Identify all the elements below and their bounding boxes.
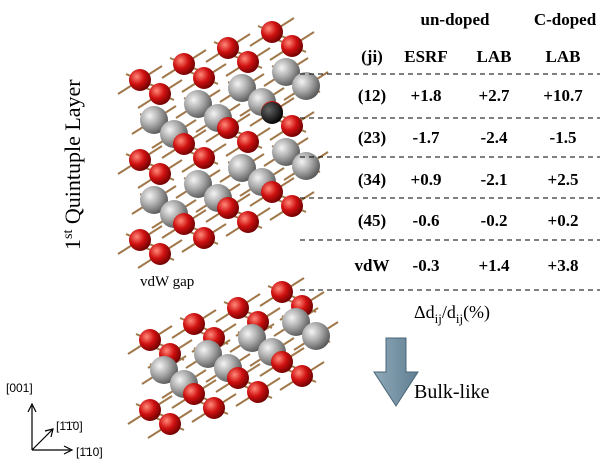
axis-label: [001] <box>6 381 33 395</box>
gap-label: vdW gap <box>140 274 194 290</box>
cell: +10.7 <box>543 86 583 105</box>
atom <box>149 163 171 185</box>
atom <box>149 83 171 105</box>
atom <box>237 131 259 153</box>
bulk-label: Bulk-like <box>414 381 490 403</box>
cell: -0.2 <box>481 211 508 230</box>
atom <box>217 117 239 139</box>
atom <box>271 351 293 373</box>
atom <box>281 115 303 137</box>
cell: +2.7 <box>479 86 510 105</box>
atom <box>237 51 259 73</box>
atom <box>292 152 320 180</box>
column-header: LAB <box>477 47 512 66</box>
atom <box>247 381 269 403</box>
atom <box>227 367 249 389</box>
atom <box>217 197 239 219</box>
cell: vdW <box>355 256 390 275</box>
cell: +1.8 <box>411 86 442 105</box>
column-header: LAB <box>546 47 581 66</box>
atom <box>159 413 181 435</box>
atom <box>291 365 313 387</box>
atom <box>193 227 215 249</box>
cell: -0.6 <box>413 211 440 230</box>
atom <box>173 53 195 75</box>
column-header: (ji) <box>361 47 383 66</box>
atom <box>261 102 283 124</box>
cell: -2.4 <box>481 128 508 147</box>
atom <box>271 281 293 303</box>
atom <box>227 297 249 319</box>
cell: -0.3 <box>413 256 440 275</box>
atom <box>261 21 283 43</box>
atom <box>129 69 151 91</box>
atom <box>261 181 283 203</box>
atom <box>173 213 195 235</box>
atom <box>203 397 225 419</box>
group-header: un-doped <box>421 10 491 29</box>
atom <box>183 313 205 335</box>
figure: 1st Quintuple Layer vdW gap Bulk-like [0… <box>0 0 613 465</box>
cell: +2.5 <box>548 170 579 189</box>
atom <box>149 243 171 265</box>
cell: -2.1 <box>481 170 508 189</box>
atom <box>173 133 195 155</box>
cell: (45) <box>358 211 386 230</box>
atom <box>292 72 320 100</box>
cell: (34) <box>358 170 386 189</box>
axis-label: [1̄1̄0] <box>56 419 83 433</box>
cell: +1.4 <box>479 256 510 275</box>
cell: -1.5 <box>550 128 577 147</box>
group-header: C-doped <box>534 10 597 29</box>
cell: -1.7 <box>413 128 440 147</box>
atom <box>183 383 205 405</box>
cell: (12) <box>358 86 386 105</box>
axis-label: [1̄10] <box>76 445 103 459</box>
atom <box>193 147 215 169</box>
cell: +0.9 <box>411 170 442 189</box>
atom <box>281 195 303 217</box>
atom <box>193 67 215 89</box>
atom <box>281 35 303 57</box>
atom <box>129 149 151 171</box>
atom <box>139 329 161 351</box>
atom <box>217 37 239 59</box>
crystal-structure <box>118 18 338 438</box>
cell: +3.8 <box>548 256 579 275</box>
atom <box>139 399 161 421</box>
column-header: ESRF <box>404 47 447 66</box>
atom <box>129 229 151 251</box>
atom <box>237 211 259 233</box>
side-label: 1st Quintuple Layer <box>60 79 85 250</box>
cell: +0.2 <box>548 211 579 230</box>
cell: (23) <box>358 128 386 147</box>
table: un-doped C-doped (ji) ESRF LAB LAB (12) +1.8 +2.… <box>355 10 597 275</box>
arrow <box>374 338 418 406</box>
caption: Δdij/dij(%) <box>414 302 490 326</box>
atom <box>302 322 330 350</box>
